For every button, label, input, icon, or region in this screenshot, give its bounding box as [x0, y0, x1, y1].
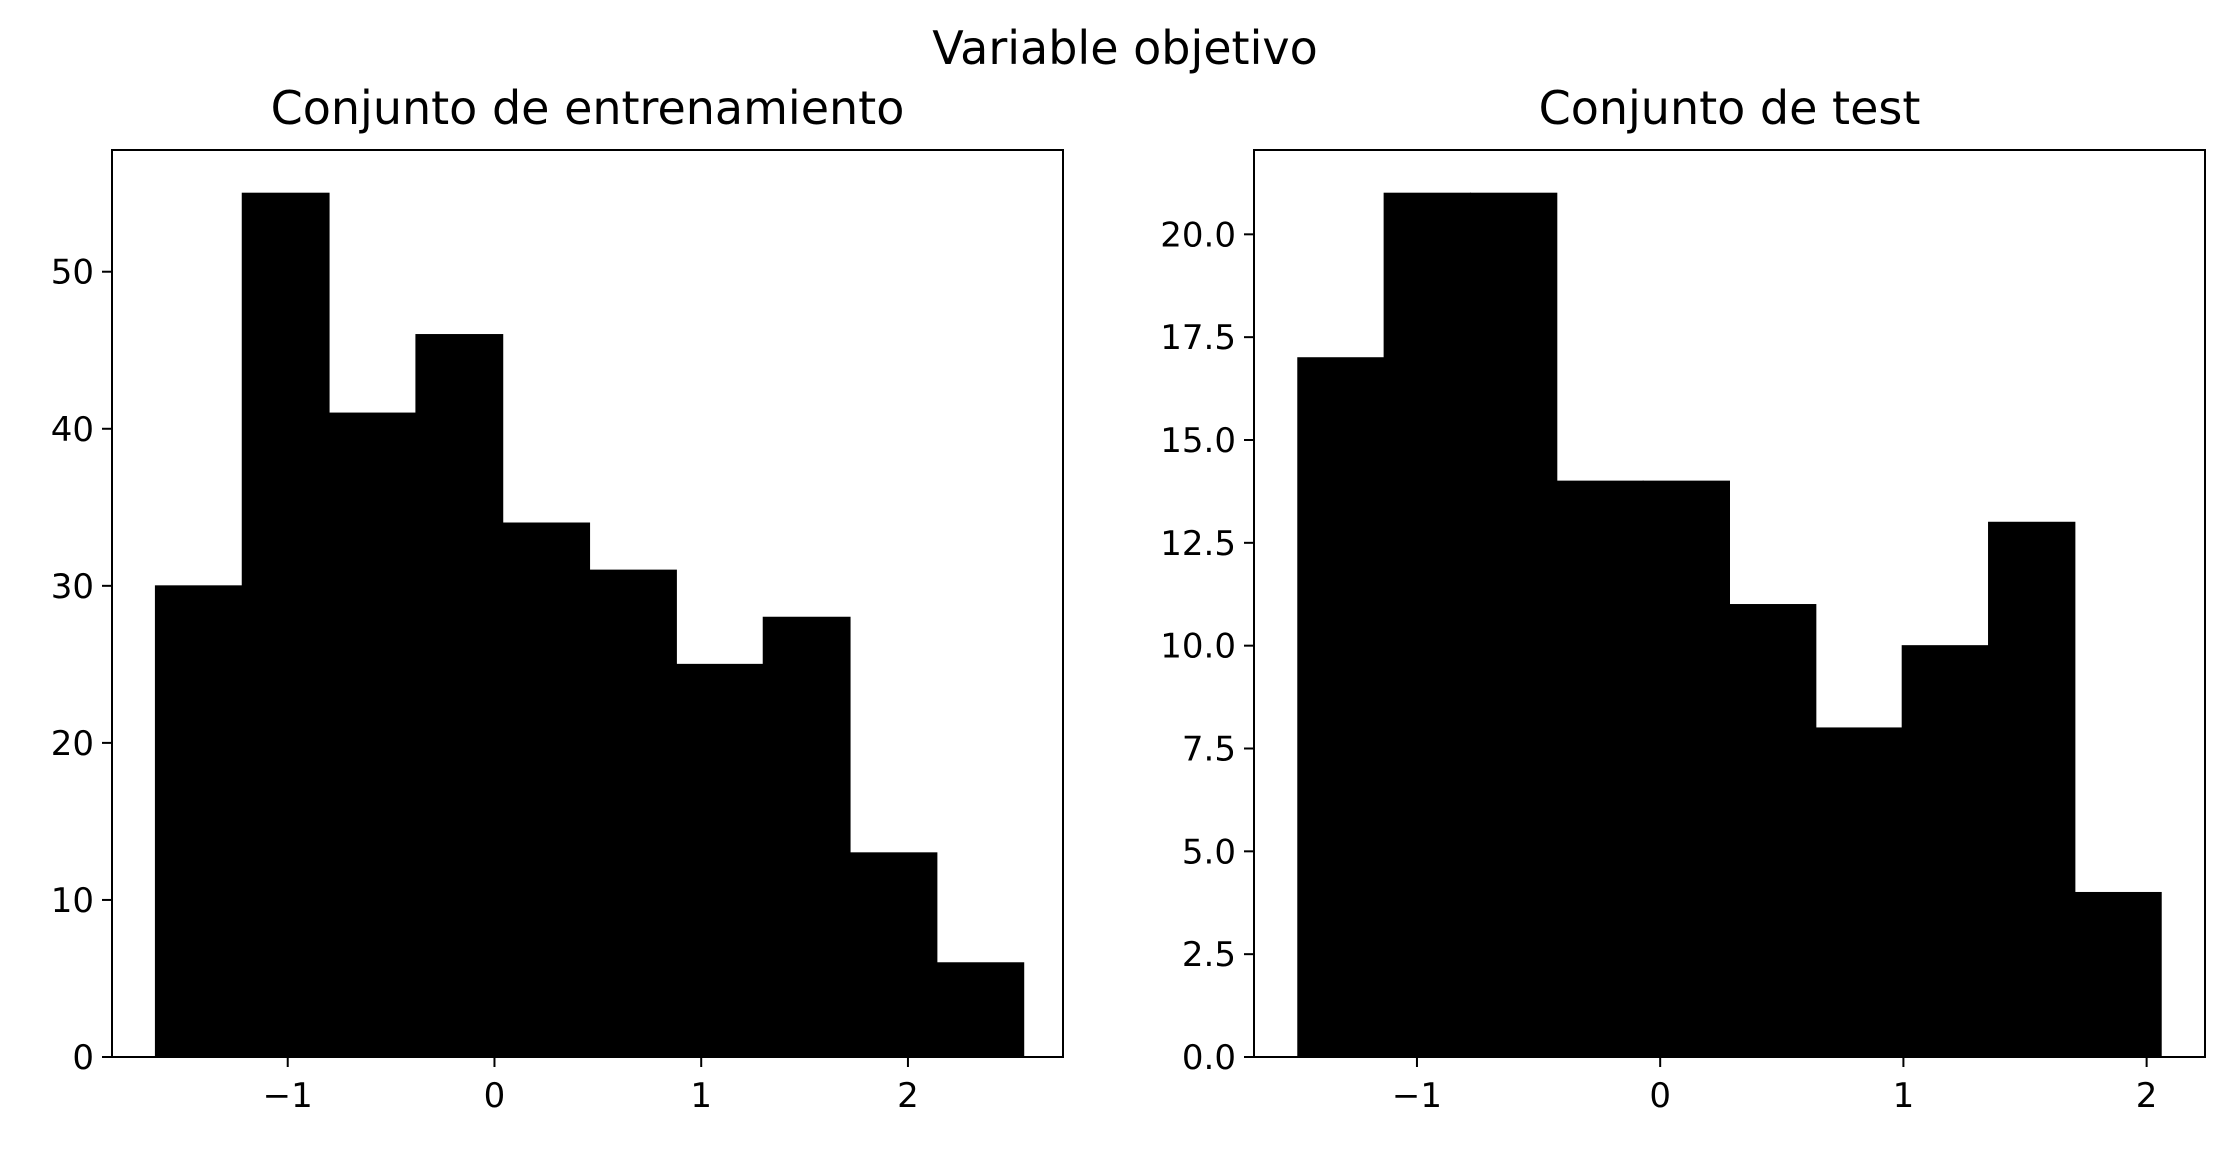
train-histogram-bar	[328, 412, 417, 1058]
test-y-tick-label: 12.5	[1160, 524, 1236, 564]
train-histogram-bar	[415, 334, 504, 1058]
test-histogram-bar	[1988, 521, 2076, 1058]
train-y-tick-label: 10	[51, 881, 94, 921]
test-y-tick-label: 15.0	[1160, 421, 1236, 461]
test-x-tick-label: 0	[1649, 1076, 1671, 1116]
train-histogram-bar	[675, 663, 764, 1058]
train-panel-title: Conjunto de entrenamiento	[271, 81, 905, 135]
test-histogram-bar	[1642, 480, 1730, 1058]
train-histogram-bar	[936, 962, 1025, 1058]
test-histogram-bar	[1297, 357, 1385, 1058]
test-y-tick-label: 0.0	[1182, 1038, 1236, 1078]
test-y-tick-label: 17.5	[1160, 318, 1236, 358]
test-x-tick-label: 2	[2136, 1076, 2158, 1116]
train-histogram-bar	[849, 852, 938, 1058]
test-y-tick-label: 2.5	[1182, 935, 1236, 975]
train-y-tick-label: 0	[72, 1038, 94, 1078]
test-axes-frame	[1253, 149, 2206, 1058]
test-histogram-bar	[1383, 192, 1471, 1058]
test-y-tick-label: 10.0	[1160, 627, 1236, 667]
test-histogram-bar	[1729, 604, 1817, 1058]
train-histogram-bar	[241, 192, 330, 1058]
train-x-tick-label: −1	[263, 1076, 313, 1116]
test-x-tick-label: 1	[1893, 1076, 1915, 1116]
test-histogram-bar	[1901, 645, 1990, 1058]
test-histogram-bar	[1469, 192, 1558, 1058]
train-histogram-bar	[589, 569, 677, 1058]
test-histogram-bar	[1556, 480, 1644, 1058]
test-y-tick-label: 5.0	[1182, 832, 1236, 872]
test-histogram-bar	[1815, 727, 1903, 1058]
train-x-tick-label: 0	[484, 1076, 506, 1116]
train-y-tick-label: 50	[51, 253, 94, 293]
test-histogram-bar	[2074, 891, 2162, 1058]
train-axes-frame	[111, 149, 1064, 1058]
train-x-tick-label: 1	[690, 1076, 712, 1116]
test-y-tick-label: 20.0	[1160, 215, 1236, 255]
train-histogram-bar	[762, 616, 851, 1058]
test-histogram-panel: −1 0 1 20.02.55.07.510.012.515.017.520.0Con…	[1160, 81, 2206, 1116]
test-panel-title: Conjunto de test	[1539, 81, 1921, 135]
train-y-tick-label: 40	[51, 410, 94, 450]
test-x-tick-label: −1	[1392, 1076, 1442, 1116]
train-histogram-bar	[154, 585, 243, 1058]
train-x-tick-label: 2	[897, 1076, 919, 1116]
train-y-tick-label: 30	[51, 567, 94, 607]
figure-suptitle: Variable objetivo	[932, 21, 1317, 75]
train-histogram-bar	[502, 522, 591, 1058]
test-y-tick-label: 7.5	[1182, 729, 1236, 769]
train-y-tick-label: 20	[51, 724, 94, 764]
